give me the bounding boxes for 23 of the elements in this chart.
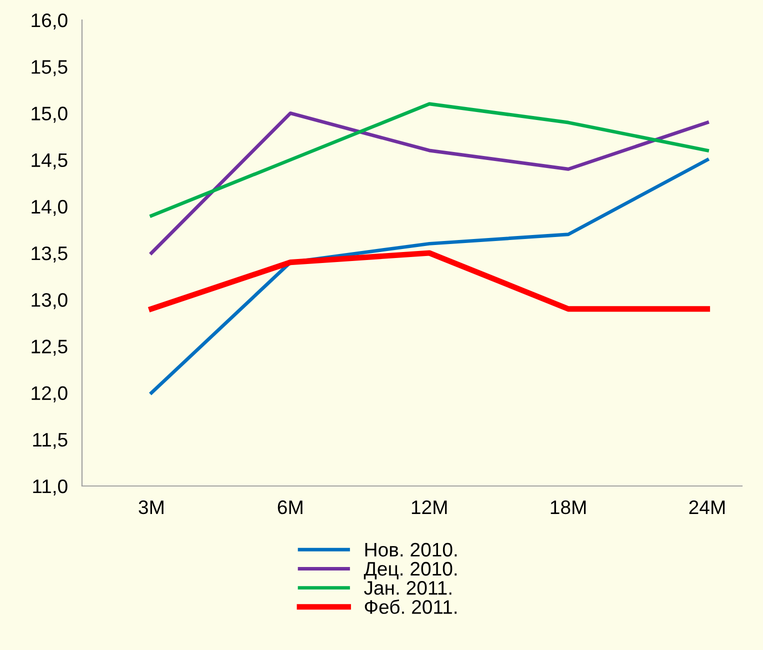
x-tick-label: 6M (278, 500, 302, 514)
line-series (150, 158, 709, 395)
line-series (150, 111, 709, 255)
y-tick-label: 16,0 (32, 13, 68, 30)
y-tick-label: 15,0 (32, 106, 68, 123)
x-tick-label: 18M (550, 500, 586, 514)
legend-label: Феб. 2011. (364, 599, 457, 614)
legend-label: Јан. 2011. (364, 581, 452, 595)
legend-label: Нов. 2010. (365, 542, 457, 557)
y-tick-label: 14,0 (32, 200, 68, 216)
x-tick-label: 3M (138, 500, 164, 514)
y-tick-label: 12,5 (32, 340, 68, 356)
y-tick-label: 11,0 (33, 479, 68, 496)
y-tick-label: 13,0 (32, 293, 68, 310)
y-tick-label: 11,5 (33, 433, 68, 449)
y-tick-label: 12,0 (32, 386, 68, 402)
x-tick-label: 24M (689, 500, 725, 514)
y-tick-label: 15,5 (32, 60, 68, 76)
y-tick-label: 14,5 (32, 153, 68, 170)
y-tick-label: 13,5 (32, 246, 68, 263)
line-series (150, 102, 709, 218)
legend-label: Дец. 2010. (364, 562, 457, 580)
x-tick-label: 12M (412, 500, 447, 514)
